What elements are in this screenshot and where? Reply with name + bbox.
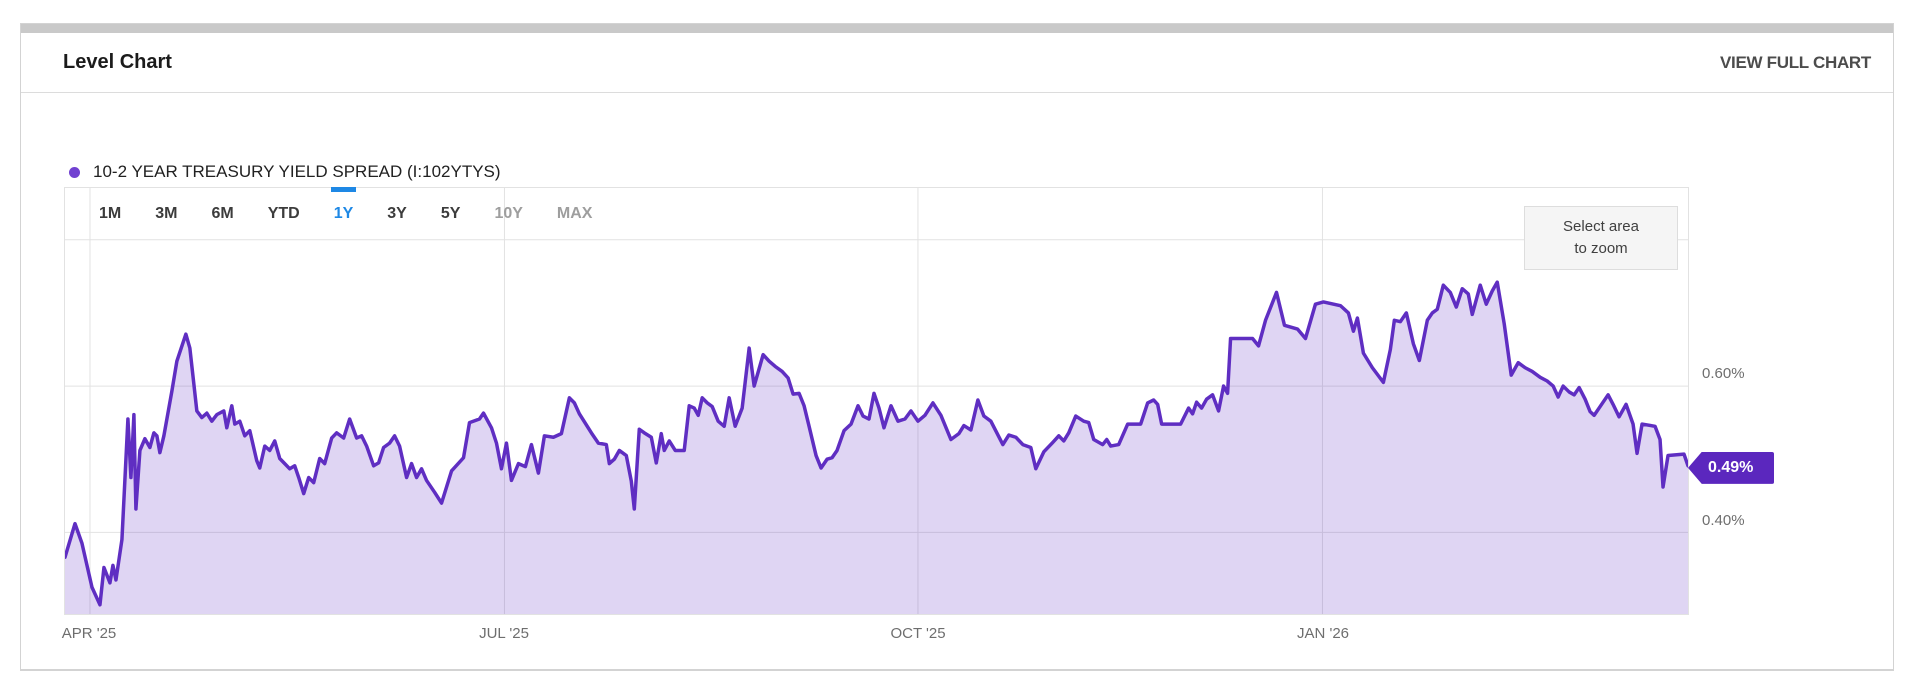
card-top-strip bbox=[21, 24, 1893, 33]
range-button-1y[interactable]: 1Y bbox=[330, 187, 356, 222]
y-tick-label: 0.40% bbox=[1702, 512, 1745, 529]
zoom-hint-line1: Select area bbox=[1563, 218, 1639, 235]
chart-plot-area[interactable]: 1M 3M 6M YTD 1Y 3Y 5Y 10Y MAX Select area to zoo… bbox=[64, 187, 1774, 615]
series-color-dot-icon bbox=[69, 166, 80, 178]
level-chart-card: Level Chart VIEW FULL CHART 10-2 YEAR TR… bbox=[20, 23, 1894, 671]
last-value-badge: 0.49% bbox=[1688, 451, 1774, 484]
level-chart-svg[interactable] bbox=[65, 188, 1688, 614]
range-button-1m[interactable]: 1M bbox=[99, 205, 122, 222]
range-button-3y[interactable]: 3Y bbox=[387, 205, 407, 222]
series-line bbox=[65, 280, 1688, 607]
range-button-6m[interactable]: 6M bbox=[211, 205, 234, 222]
page-title: Level Chart bbox=[63, 51, 172, 73]
legend: 10-2 YEAR TREASURY YIELD SPREAD (I:102YT… bbox=[69, 162, 501, 182]
range-button-10y: 10Y bbox=[494, 205, 523, 222]
x-tick-label: APR '25 bbox=[61, 625, 117, 642]
x-tick-label: OCT '25 bbox=[890, 625, 946, 642]
x-tick-label: JAN '26 bbox=[1296, 625, 1350, 642]
range-button-5y[interactable]: 5Y bbox=[440, 205, 461, 222]
series-area-fill bbox=[65, 282, 1688, 614]
zoom-hint-line2: to zoom bbox=[1574, 240, 1628, 257]
series-legend-label: 10-2 YEAR TREASURY YIELD SPREAD (I:102YT… bbox=[93, 162, 501, 181]
select-area-to-zoom-hint: Select area to zoom bbox=[1524, 206, 1678, 270]
x-tick-label: JUL '25 bbox=[479, 625, 529, 642]
range-selector: 1M 3M 6M YTD 1Y 3Y 5Y 10Y MAX bbox=[65, 187, 1065, 240]
range-button-ytd[interactable]: YTD bbox=[267, 205, 300, 222]
x-axis-labels: APR '25 JUL '25 OCT '25 JAN '26 bbox=[61, 625, 1764, 649]
range-button-max: MAX bbox=[556, 205, 593, 222]
view-full-chart-link[interactable]: VIEW FULL CHART bbox=[1719, 52, 1871, 72]
range-button-3m[interactable]: 3M bbox=[155, 205, 178, 222]
card-header: Level Chart VIEW FULL CHART bbox=[21, 33, 1893, 93]
y-tick-label: 0.60% bbox=[1702, 365, 1745, 382]
y-axis-labels: 0.60% 0.40% bbox=[1702, 188, 1782, 616]
